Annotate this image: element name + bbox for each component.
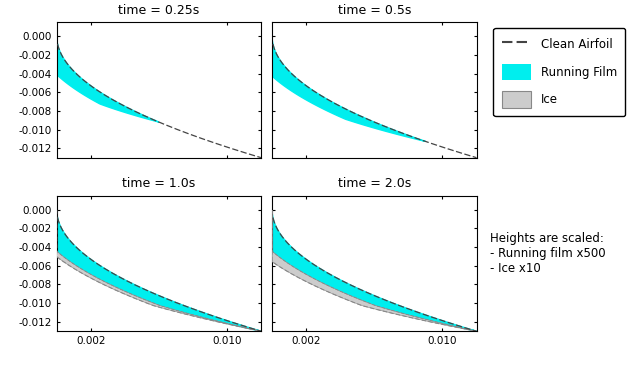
Polygon shape	[272, 210, 476, 331]
Polygon shape	[57, 210, 261, 331]
Legend: Clean Airfoil, Running Film, Ice: Clean Airfoil, Running Film, Ice	[493, 28, 625, 116]
Title: time = 0.5s: time = 0.5s	[338, 4, 411, 17]
Text: Heights are scaled:
- Running film x500
- Ice x10: Heights are scaled: - Running film x500 …	[490, 232, 606, 275]
Polygon shape	[272, 210, 476, 331]
Title: time = 0.25s: time = 0.25s	[118, 4, 200, 17]
Title: time = 1.0s: time = 1.0s	[122, 177, 195, 190]
Polygon shape	[57, 36, 159, 122]
Polygon shape	[57, 210, 261, 331]
Polygon shape	[272, 36, 425, 141]
Title: time = 2.0s: time = 2.0s	[338, 177, 411, 190]
